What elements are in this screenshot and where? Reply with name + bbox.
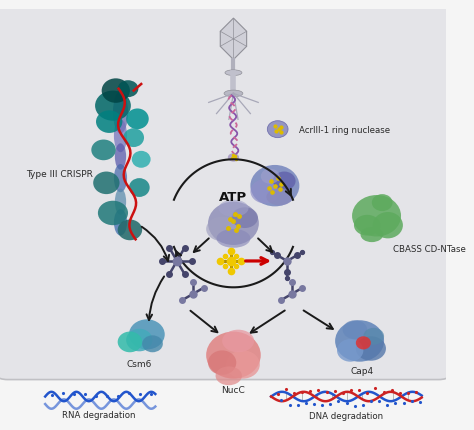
Ellipse shape: [226, 350, 260, 379]
Ellipse shape: [114, 210, 127, 236]
Ellipse shape: [126, 329, 153, 351]
Ellipse shape: [93, 172, 119, 195]
Ellipse shape: [372, 195, 392, 212]
FancyBboxPatch shape: [0, 0, 456, 380]
Ellipse shape: [217, 230, 250, 248]
Ellipse shape: [364, 328, 384, 345]
Text: CBASS CD-NTase: CBASS CD-NTase: [392, 244, 465, 253]
FancyBboxPatch shape: [4, 13, 442, 411]
Ellipse shape: [115, 189, 126, 215]
Ellipse shape: [267, 121, 288, 138]
Ellipse shape: [206, 217, 238, 242]
Ellipse shape: [222, 330, 254, 353]
Text: RNA degradation: RNA degradation: [62, 410, 136, 419]
Ellipse shape: [273, 172, 296, 191]
Polygon shape: [220, 19, 246, 60]
Ellipse shape: [219, 200, 248, 217]
Ellipse shape: [91, 140, 116, 161]
Ellipse shape: [225, 71, 242, 77]
Ellipse shape: [95, 91, 131, 121]
Text: ATP: ATP: [219, 191, 247, 204]
Ellipse shape: [232, 208, 258, 228]
Ellipse shape: [361, 227, 383, 243]
Ellipse shape: [335, 320, 384, 362]
Ellipse shape: [352, 196, 401, 237]
Ellipse shape: [96, 111, 122, 134]
Ellipse shape: [206, 332, 261, 379]
Ellipse shape: [118, 81, 138, 98]
Ellipse shape: [266, 189, 293, 206]
Ellipse shape: [98, 201, 128, 226]
Ellipse shape: [101, 79, 130, 104]
Ellipse shape: [118, 332, 142, 353]
Ellipse shape: [129, 319, 165, 350]
Ellipse shape: [224, 91, 243, 98]
Ellipse shape: [356, 337, 386, 361]
Text: Csm6: Csm6: [127, 359, 152, 368]
Text: NucC: NucC: [221, 385, 246, 394]
Ellipse shape: [118, 220, 142, 241]
Text: DNA degradation: DNA degradation: [310, 411, 383, 420]
Ellipse shape: [250, 180, 281, 204]
Ellipse shape: [114, 120, 127, 153]
Ellipse shape: [142, 335, 163, 353]
Ellipse shape: [337, 339, 364, 362]
Ellipse shape: [354, 215, 380, 236]
Ellipse shape: [250, 166, 300, 207]
Ellipse shape: [208, 350, 236, 375]
Ellipse shape: [261, 169, 280, 184]
Ellipse shape: [356, 337, 371, 350]
Text: AcrIII-1 ring nuclease: AcrIII-1 ring nuclease: [300, 126, 391, 134]
Ellipse shape: [129, 179, 150, 197]
Text: Cap4: Cap4: [351, 366, 374, 375]
Text: Type III CRISPR: Type III CRISPR: [27, 169, 93, 178]
Ellipse shape: [114, 165, 127, 193]
Ellipse shape: [115, 144, 126, 170]
Ellipse shape: [208, 202, 259, 246]
Ellipse shape: [373, 212, 403, 239]
Ellipse shape: [132, 151, 151, 169]
Ellipse shape: [228, 154, 239, 162]
Ellipse shape: [113, 92, 128, 134]
Ellipse shape: [123, 129, 144, 148]
Ellipse shape: [343, 320, 367, 339]
Ellipse shape: [216, 366, 242, 385]
Ellipse shape: [126, 109, 149, 130]
